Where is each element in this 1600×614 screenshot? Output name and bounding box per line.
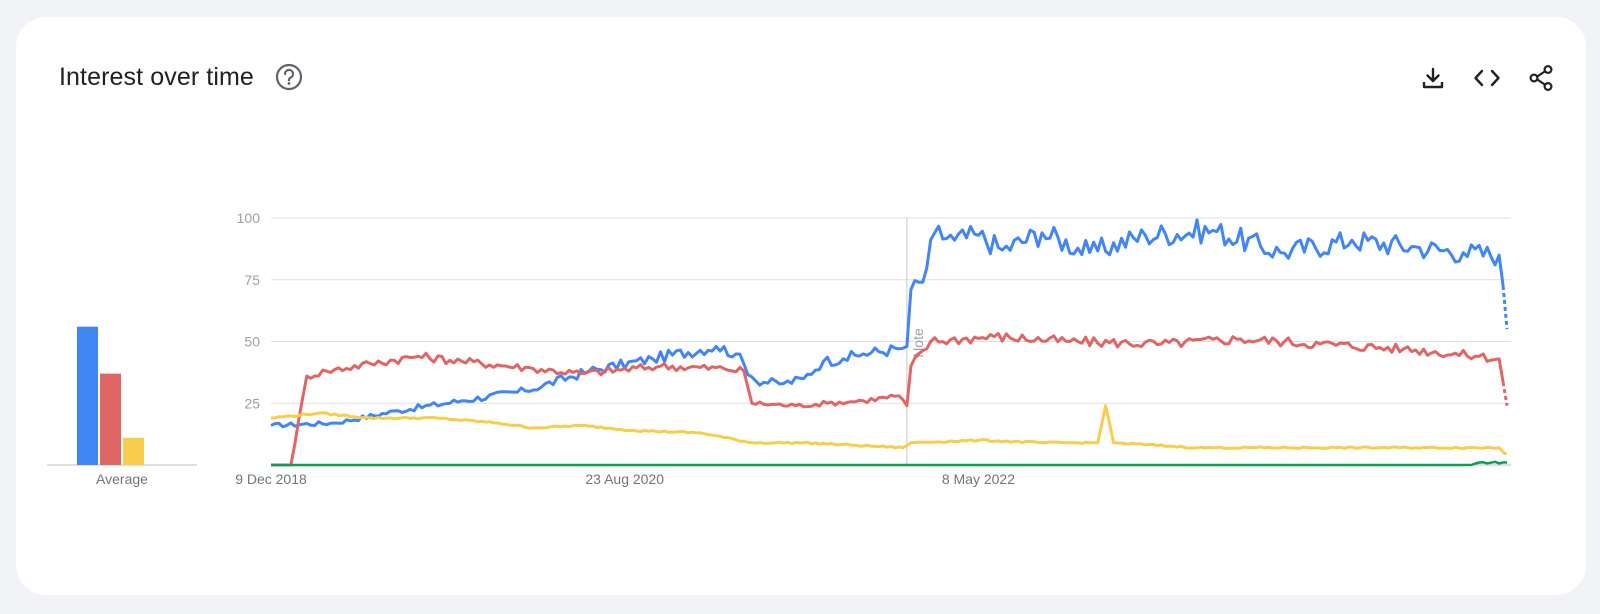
average-label: Average — [96, 471, 148, 487]
average-bar-2 — [100, 373, 121, 465]
help-icon[interactable] — [274, 62, 304, 92]
series-line-2 — [271, 332, 1505, 467]
series-line-1 — [270, 218, 1505, 429]
card-header: Interest over time — [59, 59, 304, 95]
download-icon[interactable] — [1416, 61, 1450, 95]
card-actions — [1416, 61, 1558, 95]
y-tick-label: 25 — [244, 395, 260, 411]
series-partial-line-2 — [1501, 381, 1509, 406]
x-tick-label: 9 Dec 2018 — [235, 471, 307, 487]
series-line-3 — [270, 404, 1505, 454]
y-tick-label: 50 — [244, 334, 260, 350]
embed-icon[interactable] — [1470, 61, 1504, 95]
series-partial-line-3 — [1502, 450, 1508, 457]
x-tick-label: 23 Aug 2020 — [585, 471, 664, 487]
card-title: Interest over time — [59, 62, 254, 91]
share-icon[interactable] — [1524, 61, 1558, 95]
x-tick-label: 8 May 2022 — [942, 471, 1015, 487]
series-partial-line-1 — [1501, 285, 1509, 330]
y-tick-label: 75 — [244, 272, 260, 288]
average-bar-1 — [77, 326, 98, 465]
series-line-4 — [271, 460, 1504, 467]
interest-chart: 25 50 75 100 9 Dec 2018 23 Aug 2020 8 May 2022… — [47, 210, 1511, 487]
y-tick-label: 100 — [237, 210, 261, 226]
average-bar-3 — [123, 437, 144, 465]
interest-over-time-card: Interest over time — [16, 17, 1586, 595]
